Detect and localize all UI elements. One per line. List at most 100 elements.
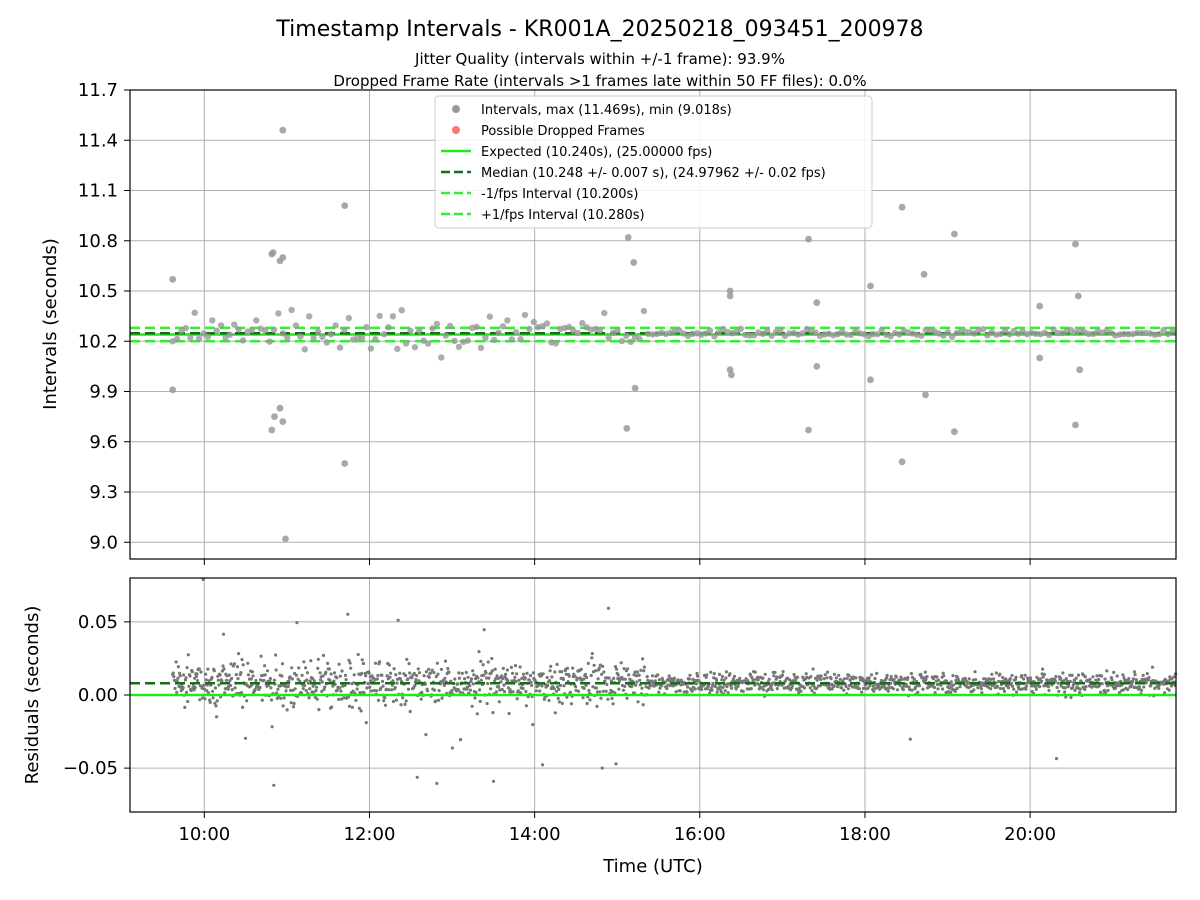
residual-point [873, 676, 877, 681]
residual-point [524, 689, 528, 694]
residual-point [1083, 675, 1087, 679]
residual-point [1094, 678, 1098, 682]
residual-point [269, 698, 274, 702]
residual-point [588, 698, 592, 702]
residual-point [687, 677, 692, 681]
interval-point [310, 334, 317, 342]
residual-point [665, 686, 669, 691]
residual-point [556, 685, 560, 689]
residual-point [183, 705, 187, 710]
residual-point [338, 674, 342, 678]
interval-outlier-point [898, 203, 906, 211]
residual-point [440, 696, 444, 700]
residual-point [186, 699, 190, 704]
residual-point [175, 690, 179, 695]
residual-point [239, 671, 243, 675]
residual-point [223, 691, 227, 695]
residual-point [456, 687, 460, 692]
residual-point [937, 678, 941, 682]
residual-point [391, 679, 395, 683]
interval-point [446, 322, 454, 330]
residual-point [289, 701, 293, 705]
residual-point [1112, 670, 1116, 675]
residual-point [470, 704, 474, 708]
residual-point [312, 679, 316, 683]
residual-point [633, 670, 637, 674]
residual-point [1074, 676, 1078, 680]
residual-point [442, 683, 446, 688]
interval-point [239, 337, 247, 344]
residual-point [327, 667, 331, 671]
residual-point [587, 688, 591, 693]
residual-point [387, 663, 391, 667]
residual-point [842, 677, 847, 681]
residual-point [435, 661, 439, 665]
residual-point [1042, 672, 1046, 677]
interval-point [878, 326, 885, 334]
residual-point [232, 662, 237, 666]
residual-point [616, 673, 620, 677]
residual-point [1059, 684, 1063, 688]
residual-point [380, 679, 385, 684]
residual-point [204, 672, 208, 676]
residual-point [331, 684, 335, 688]
interval-point [314, 328, 322, 335]
residual-point [361, 661, 365, 666]
residual-point [340, 669, 344, 673]
residual-point [761, 688, 766, 692]
residual-point [557, 687, 561, 692]
residual-point [212, 669, 216, 673]
interval-outlier-point [726, 366, 734, 374]
residual-point [356, 652, 360, 657]
residual-point [1078, 687, 1082, 691]
residual-point [479, 659, 483, 664]
residual-point [721, 685, 725, 690]
residual-point [885, 676, 889, 680]
residual-point [224, 678, 228, 682]
residual-point [437, 689, 441, 693]
residual-point [456, 682, 460, 686]
interval-point [614, 327, 621, 334]
interval-outlier-point [1036, 354, 1044, 362]
residual-point [202, 687, 207, 691]
residual-point [1147, 676, 1151, 680]
residual-point [732, 674, 737, 678]
residual-point [763, 672, 767, 676]
interval-outlier-point [276, 404, 284, 412]
x-tick-label: 18:00 [839, 824, 891, 845]
residual-point [1014, 675, 1018, 679]
interval-point [323, 339, 330, 346]
residual-point [923, 670, 927, 674]
residual-point [913, 685, 918, 690]
residual-point [460, 671, 464, 676]
residual-point [854, 676, 858, 680]
residual-point [885, 673, 889, 678]
residual-point [491, 711, 495, 715]
residual-point [1062, 679, 1066, 683]
interval-point [253, 317, 260, 324]
x-tick-label: 16:00 [674, 824, 726, 845]
interval-point [777, 327, 784, 334]
residual-point [472, 673, 476, 677]
residual-point [494, 677, 498, 681]
intervals-y-ticks: 9.0 9.3 9.6 9.9 10.2 10.5 10.8 11.1 11.4 11.7 [78, 80, 130, 553]
residual-point [600, 766, 604, 770]
residual-point [295, 621, 299, 625]
residual-point [1097, 677, 1101, 682]
residual-point [384, 687, 389, 691]
residual-point [184, 690, 189, 694]
residual-point [482, 628, 486, 632]
residual-point [477, 650, 481, 654]
interval-point [874, 331, 881, 338]
residuals-y-ticks: −0.05 0.00 0.05 [63, 612, 130, 779]
interval-point [896, 331, 903, 338]
residual-point [216, 678, 220, 682]
residual-point [600, 672, 604, 676]
residual-point [274, 668, 278, 672]
residual-point [611, 702, 615, 706]
interval-outlier-point [282, 535, 289, 543]
interval-point [358, 334, 366, 341]
residual-point [767, 677, 771, 681]
residual-point [601, 689, 605, 693]
residual-point [731, 677, 736, 681]
